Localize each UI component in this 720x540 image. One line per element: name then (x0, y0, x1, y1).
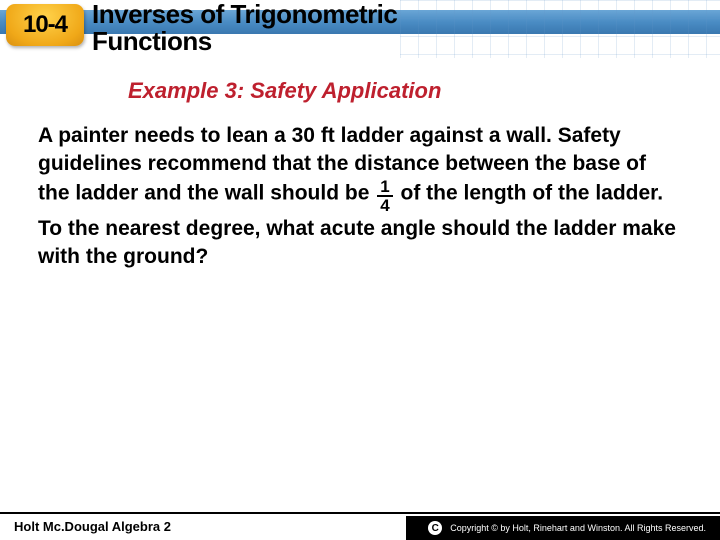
lesson-title-line2: Functions (92, 26, 212, 56)
copyright-icon: C (428, 521, 442, 535)
example-heading: Example 3: Safety Application (128, 78, 441, 104)
footer-copyright-text: Copyright © by Holt, Rinehart and Winsto… (450, 523, 706, 533)
problem-text: A painter needs to lean a 30 ft ladder a… (38, 122, 678, 271)
lesson-number: 10-4 (23, 11, 67, 39)
footer-book-title: Holt Mc.Dougal Algebra 2 (14, 519, 171, 534)
footer-divider (0, 512, 720, 514)
fraction-numerator: 1 (377, 178, 392, 197)
fraction-denominator: 4 (377, 197, 392, 214)
footer-copyright-bar: C Copyright © by Holt, Rinehart and Wins… (406, 516, 720, 540)
fraction: 14 (377, 178, 392, 214)
lesson-number-badge: 10-4 (6, 4, 84, 46)
lesson-title: Inverses of Trigonometric Functions (92, 1, 397, 56)
lesson-title-line1: Inverses of Trigonometric (92, 0, 397, 29)
